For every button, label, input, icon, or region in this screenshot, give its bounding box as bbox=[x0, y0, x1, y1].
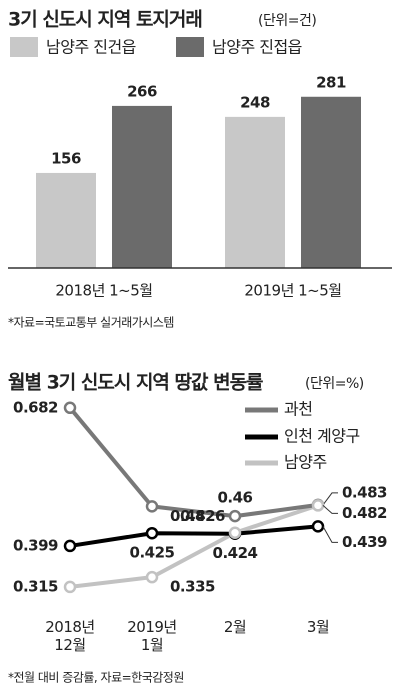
bar bbox=[36, 172, 96, 268]
value-label: 248 bbox=[240, 93, 270, 111]
legend-swatch bbox=[176, 37, 204, 57]
point bbox=[63, 401, 77, 415]
leader-line bbox=[322, 505, 338, 514]
value-label: 0.682 bbox=[13, 398, 58, 416]
point bbox=[63, 539, 77, 553]
value-label: 0.424 bbox=[213, 544, 258, 562]
line bbox=[69, 503, 319, 589]
value-label: 156 bbox=[51, 149, 81, 167]
point bbox=[63, 580, 77, 594]
legend-label: 과천 bbox=[284, 400, 312, 419]
value-label: 0.483 bbox=[342, 483, 387, 501]
x-tick-label: 2월 bbox=[223, 618, 247, 636]
value-label: 0.399 bbox=[13, 536, 58, 554]
unit-label: (단위=%) bbox=[305, 376, 364, 392]
bar bbox=[225, 116, 285, 268]
source: *전월 대비 증감률, 자료=한국감정원 bbox=[8, 671, 184, 685]
value-label: 0.46 bbox=[217, 489, 252, 507]
unit-label: (단위=건) bbox=[258, 13, 316, 29]
x-tick-label: 2019년 1월 bbox=[127, 618, 177, 654]
value-label: 0.425 bbox=[130, 544, 175, 562]
bar bbox=[112, 105, 172, 268]
legend-label: 남양주 bbox=[284, 453, 327, 472]
value-label: 0.335 bbox=[170, 578, 215, 596]
point bbox=[228, 526, 242, 539]
point bbox=[228, 509, 242, 523]
legend-label: 남양주 진접읍 bbox=[212, 38, 302, 57]
point bbox=[311, 520, 325, 533]
source: *자료=국토교통부 실거래가시스템 bbox=[8, 316, 174, 330]
line bbox=[68, 406, 319, 519]
x-tick-label: 2018년 1~5월 bbox=[55, 282, 152, 300]
value-label: 266 bbox=[127, 82, 157, 100]
value-label: 0.439 bbox=[342, 533, 387, 551]
x-tick-label: 2018년 12월 bbox=[45, 618, 95, 654]
x-tick-label: 2019년 1~5월 bbox=[244, 282, 341, 300]
legend-swatch bbox=[10, 37, 38, 57]
bar bbox=[301, 96, 361, 268]
value-label: 0.315 bbox=[13, 577, 58, 595]
point bbox=[311, 499, 325, 512]
leader-line bbox=[322, 492, 338, 506]
leader-line bbox=[322, 526, 338, 543]
value-label: 0.482 bbox=[342, 504, 387, 522]
value-label: 0.426 bbox=[180, 507, 225, 525]
chart-title: 월별 3기 신도시 지역 땅값 변동률 bbox=[8, 372, 263, 394]
point bbox=[145, 570, 159, 584]
line bbox=[69, 524, 319, 548]
legend-label: 남양주 진건읍 bbox=[46, 38, 136, 57]
value-label: 281 bbox=[316, 73, 346, 91]
value-label: 0.48 bbox=[170, 507, 205, 525]
chart-title: 3기 신도시 지역 토지거래 bbox=[8, 9, 202, 31]
point bbox=[145, 500, 159, 513]
legend-label: 인천 계양구 bbox=[284, 427, 360, 446]
x-tick-label: 3월 bbox=[306, 618, 330, 636]
point bbox=[145, 526, 159, 540]
